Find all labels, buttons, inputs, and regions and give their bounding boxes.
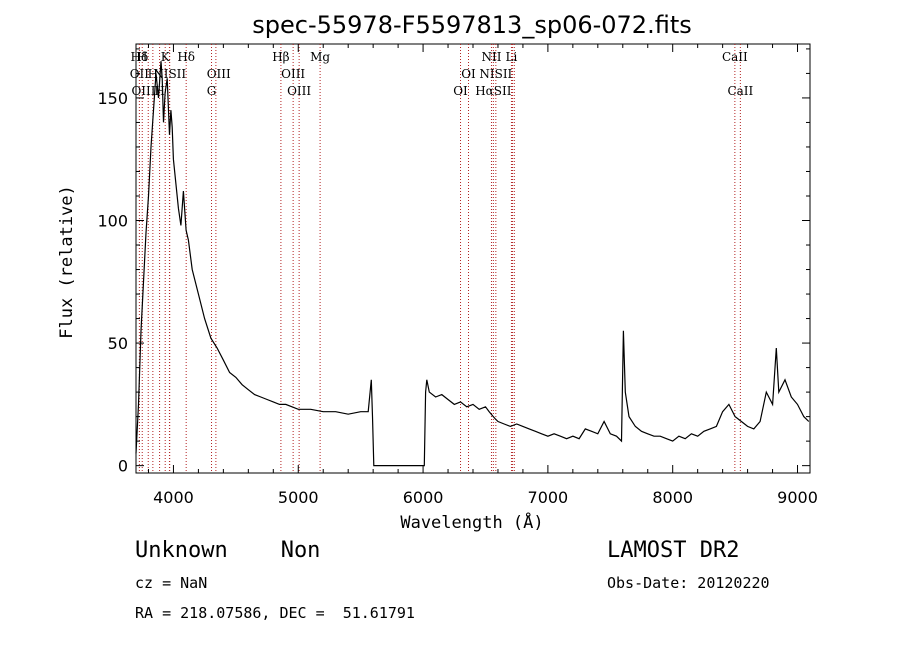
line-label-5: Mg: [310, 50, 330, 64]
plot-frame: [135, 43, 811, 474]
line-label-17: H: [154, 84, 164, 98]
y-tick-label-50: 50: [108, 334, 128, 353]
x-tick-label-6000: 6000: [403, 488, 444, 507]
y-axis-label: Flux (relative): [57, 185, 77, 339]
x-tick-label-8000: 8000: [652, 488, 693, 507]
line-label-13: OIII: [281, 67, 305, 81]
y-axis-ticks: 0 50 100 150: [97, 48, 810, 476]
line-label-8: CaII: [722, 50, 748, 64]
x-tick-label-9000: 9000: [777, 488, 818, 507]
line-label-15: NISII: [479, 67, 512, 81]
x-tick-label-7000: 7000: [528, 488, 569, 507]
y-tick-label-150: 150: [97, 89, 128, 108]
line-label-11: NISII: [153, 67, 186, 81]
line-label-7: Li: [506, 50, 518, 64]
line-label-19: OIII: [287, 84, 311, 98]
x-tick-label-5000: 5000: [278, 488, 319, 507]
line-label-18: G: [207, 84, 217, 98]
obs-date: Obs-Date: 20120220: [607, 574, 770, 592]
redshift-cz: cz = NaN: [135, 574, 208, 592]
survey-name: LAMOST DR2: [607, 538, 740, 563]
line-label-3: Hδ: [177, 50, 195, 64]
line-label-1: H: [137, 50, 147, 64]
spectrum-line-0: [135, 61, 810, 467]
x-axis-label: Wavelength (Å): [400, 511, 543, 533]
line-label-22: CaII: [727, 84, 753, 98]
line-label-4: Hβ: [272, 50, 289, 64]
line-label-14: OI: [461, 67, 476, 81]
line-label-10: H: [148, 67, 158, 81]
y-tick-label-0: 0: [118, 457, 128, 476]
line-label-16: OIII: [131, 84, 155, 98]
line-label-9: OII: [130, 67, 150, 81]
chart-title: spec-55978-F5597813_sp06-072.fits: [252, 11, 691, 39]
line-label-12: OIII: [207, 67, 231, 81]
x-tick-label-4000: 4000: [153, 488, 194, 507]
line-label-0: Hδ: [131, 50, 149, 64]
spectrum-series: [135, 61, 810, 467]
y-tick-label-100: 100: [97, 212, 128, 231]
object-class: Unknown Non: [135, 538, 321, 563]
line-label-21: HαSII: [475, 84, 512, 98]
ra-dec: RA = 218.07586, DEC = 51.61791: [135, 604, 415, 622]
spectral-line-markers: [138, 44, 741, 473]
line-label-6: NII: [481, 50, 501, 64]
line-label-20: OI: [453, 84, 468, 98]
x-axis-ticks: 4000 5000 6000 7000 8000 9000: [147, 44, 818, 507]
line-label-2: K: [161, 50, 171, 64]
